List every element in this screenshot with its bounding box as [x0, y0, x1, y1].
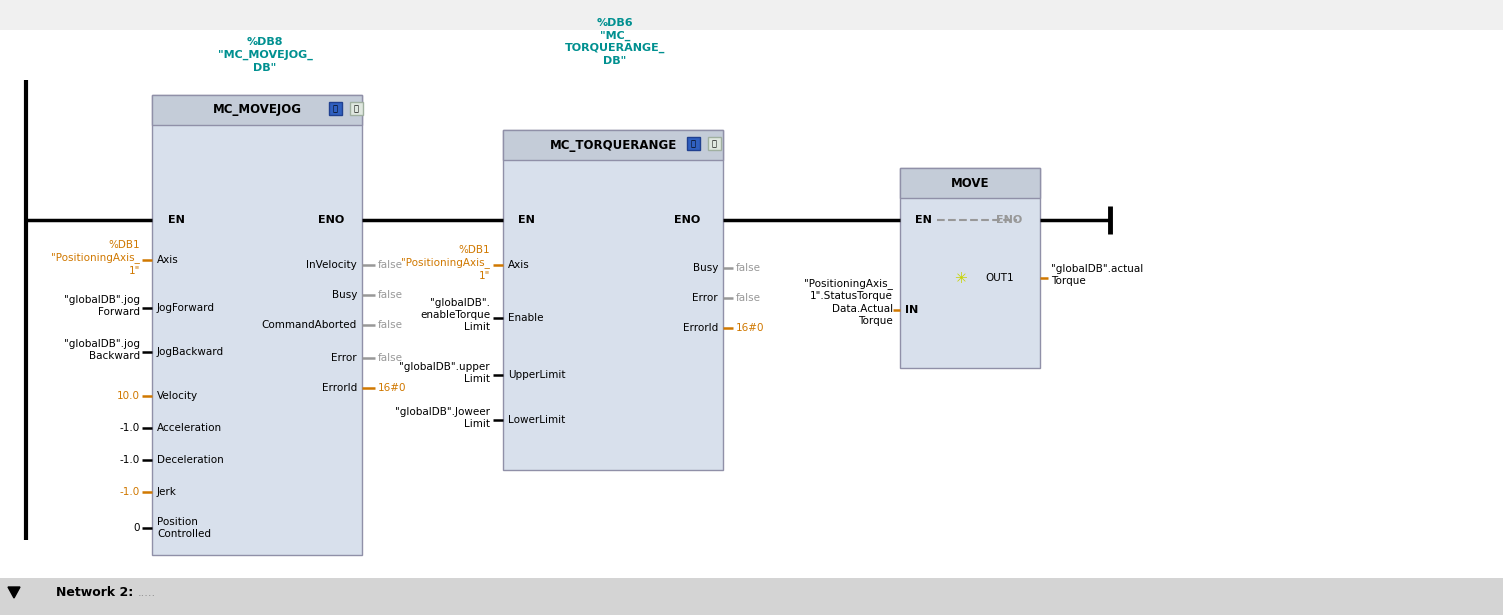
Text: ENO: ENO — [996, 215, 1022, 225]
Text: Position
Controlled: Position Controlled — [156, 517, 210, 539]
Text: LowerLimit: LowerLimit — [508, 415, 565, 425]
Text: EN: EN — [168, 215, 185, 225]
Text: "globalDB".upper
Limit: "globalDB".upper Limit — [400, 362, 490, 384]
Text: UpperLimit: UpperLimit — [508, 370, 565, 380]
Text: "globalDB".jog
Forward: "globalDB".jog Forward — [65, 295, 140, 317]
FancyBboxPatch shape — [900, 168, 1040, 368]
Text: false: false — [377, 260, 403, 270]
Text: 0: 0 — [134, 523, 140, 533]
Text: 🔒: 🔒 — [332, 105, 338, 114]
Text: ENO: ENO — [673, 215, 700, 225]
FancyBboxPatch shape — [504, 130, 723, 160]
Text: Error: Error — [331, 353, 358, 363]
Text: Axis: Axis — [156, 255, 179, 265]
Text: JogForward: JogForward — [156, 303, 215, 313]
Text: "globalDB".actual
Torque: "globalDB".actual Torque — [1051, 264, 1144, 286]
Text: false: false — [377, 353, 403, 363]
Text: 🔒: 🔒 — [690, 140, 696, 148]
Text: JogBackward: JogBackward — [156, 347, 224, 357]
Text: -1.0: -1.0 — [120, 423, 140, 433]
FancyBboxPatch shape — [504, 130, 723, 470]
FancyBboxPatch shape — [350, 102, 364, 115]
Text: ErrorId: ErrorId — [682, 323, 718, 333]
Text: .....: ..... — [138, 588, 156, 598]
FancyBboxPatch shape — [900, 168, 1040, 198]
Text: -1.0: -1.0 — [120, 487, 140, 497]
Text: EN: EN — [519, 215, 535, 225]
Text: 16#0: 16#0 — [377, 383, 406, 393]
Text: false: false — [736, 263, 761, 273]
FancyBboxPatch shape — [0, 30, 1503, 578]
FancyBboxPatch shape — [152, 95, 362, 555]
Text: Velocity: Velocity — [156, 391, 198, 401]
Text: EN: EN — [915, 215, 932, 225]
Text: "globalDB".
enableTorque
Limit: "globalDB". enableTorque Limit — [419, 298, 490, 332]
Text: %DB1
"PositioningAxis_
1": %DB1 "PositioningAxis_ 1" — [51, 240, 140, 276]
FancyBboxPatch shape — [708, 137, 721, 150]
Text: %DB6
"MC_
TORQUERANGE_
DB": %DB6 "MC_ TORQUERANGE_ DB" — [565, 18, 666, 66]
Text: MOVE: MOVE — [951, 177, 989, 189]
FancyBboxPatch shape — [152, 95, 362, 125]
Text: "globalDB".jog
Backward: "globalDB".jog Backward — [65, 339, 140, 361]
Text: MC_MOVEJOG: MC_MOVEJOG — [212, 103, 302, 116]
Text: OUT1: OUT1 — [984, 273, 1013, 283]
Text: 🔌: 🔌 — [353, 105, 359, 114]
Text: InVelocity: InVelocity — [307, 260, 358, 270]
Text: IN: IN — [905, 305, 918, 315]
Text: 🔌: 🔌 — [711, 140, 717, 148]
Text: ENO: ENO — [317, 215, 344, 225]
Text: Busy: Busy — [693, 263, 718, 273]
Text: 16#0: 16#0 — [736, 323, 765, 333]
FancyBboxPatch shape — [687, 137, 700, 150]
Polygon shape — [8, 587, 20, 598]
Text: MC_TORQUERANGE: MC_TORQUERANGE — [550, 138, 676, 151]
Text: Error: Error — [693, 293, 718, 303]
Text: Axis: Axis — [508, 260, 529, 270]
Text: Enable: Enable — [508, 313, 544, 323]
FancyBboxPatch shape — [0, 578, 1503, 615]
Text: "PositioningAxis_
1".StatusTorque
Data.Actual
Torque: "PositioningAxis_ 1".StatusTorque Data.A… — [804, 278, 893, 326]
Text: %DB1
"PositioningAxis_
1": %DB1 "PositioningAxis_ 1" — [401, 245, 490, 281]
Text: CommandAborted: CommandAborted — [262, 320, 358, 330]
Text: ErrorId: ErrorId — [322, 383, 358, 393]
Text: 10.0: 10.0 — [117, 391, 140, 401]
Text: Network 2:: Network 2: — [56, 587, 134, 600]
Text: %DB8
"MC_MOVEJOG_
DB": %DB8 "MC_MOVEJOG_ DB" — [218, 38, 313, 73]
Text: false: false — [736, 293, 761, 303]
Text: -1.0: -1.0 — [120, 455, 140, 465]
FancyBboxPatch shape — [329, 102, 343, 115]
Text: false: false — [377, 320, 403, 330]
Text: ✳: ✳ — [953, 271, 966, 285]
Text: Deceleration: Deceleration — [156, 455, 224, 465]
Text: Busy: Busy — [332, 290, 358, 300]
Text: Jerk: Jerk — [156, 487, 177, 497]
Text: false: false — [377, 290, 403, 300]
Text: Acceleration: Acceleration — [156, 423, 222, 433]
Text: "globalDB".Joweer
Limit: "globalDB".Joweer Limit — [395, 407, 490, 429]
